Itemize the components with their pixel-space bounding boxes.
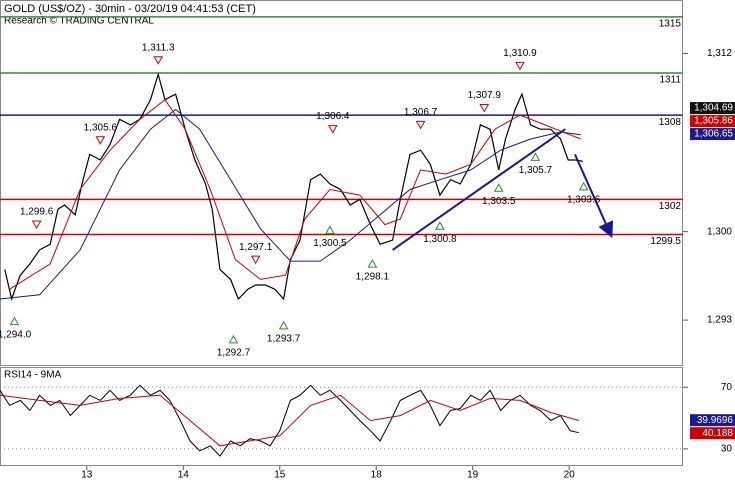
- low-marker: [325, 225, 335, 234]
- high-marker: [327, 125, 338, 134]
- last-value-box: [690, 414, 735, 427]
- high-label: 1,311.3: [142, 42, 175, 53]
- high-label: 1,297.1: [239, 242, 273, 253]
- x-tick-label: 19: [467, 470, 479, 480]
- high-label: 1,306.4: [316, 111, 350, 122]
- last-value-label: 40.188: [702, 428, 733, 439]
- low-label: 1,303.6: [567, 195, 601, 206]
- y-tick-label: 1,300: [707, 226, 732, 237]
- low-label: 1,292.7: [217, 348, 251, 359]
- high-label: 1,299.6: [20, 207, 54, 218]
- high-marker: [153, 56, 164, 65]
- series-line: [0, 108, 581, 300]
- low-label: 1,303.5: [482, 196, 516, 207]
- high-marker: [479, 104, 490, 113]
- low-marker: [435, 221, 445, 230]
- low-marker: [530, 152, 541, 161]
- high-label: 1,307.9: [468, 90, 502, 101]
- last-value-box: [690, 128, 735, 141]
- x-tick-label: 20: [564, 470, 576, 480]
- last-value-box: [690, 102, 735, 115]
- last-value-box: [690, 115, 735, 128]
- last-value-box: [690, 427, 735, 440]
- last-value-label: 1,306.65: [694, 129, 733, 140]
- last-value-label: 1,304.69: [694, 103, 733, 114]
- y-tick-label: 1,293: [707, 315, 732, 326]
- low-label: 1,305.7: [519, 165, 553, 176]
- trend-line: [574, 154, 614, 239]
- y-tick-label: 70: [721, 382, 733, 393]
- low-marker: [278, 320, 289, 330]
- level-label: 1311: [659, 75, 681, 86]
- series-line: [0, 384, 579, 457]
- level-label: 1299.5: [650, 236, 681, 247]
- level-label: 1302: [659, 201, 682, 212]
- last-value-label: 1,305.86: [694, 116, 733, 127]
- low-label: 1,293.7: [267, 334, 301, 345]
- high-marker: [515, 61, 525, 71]
- high-marker: [415, 120, 426, 130]
- low-marker: [228, 334, 239, 344]
- low-label: 1,298.1: [356, 272, 390, 283]
- low-marker: [367, 259, 378, 268]
- high-label: 1,305.6: [84, 122, 118, 133]
- low-marker: [9, 316, 20, 326]
- level-label: 1308: [659, 117, 682, 128]
- x-tick-label: 15: [274, 470, 286, 480]
- series-line: [4, 72, 583, 302]
- low-label: 1,300.5: [313, 238, 347, 249]
- series-line: [0, 394, 579, 447]
- x-tick-label: 14: [178, 470, 190, 480]
- x-tick-label: 18: [371, 470, 383, 480]
- low-marker: [493, 183, 504, 192]
- trend-line: [392, 128, 566, 251]
- chart-subtitle: Research © TRADING CENTRAL: [4, 16, 154, 27]
- chart-title: GOLD (US$/OZ) - 30min - 03/20/19 04:41:5…: [4, 3, 256, 15]
- low-label: 1,294.0: [0, 329, 32, 340]
- high-marker: [250, 255, 261, 265]
- y-tick-label: 30: [721, 444, 733, 455]
- last-value-label: 39.9696: [697, 415, 734, 426]
- high-marker: [31, 220, 42, 230]
- high-label: 1,306.7: [404, 107, 438, 118]
- x-tick-label: 13: [81, 470, 93, 480]
- low-marker: [578, 181, 589, 191]
- high-marker: [95, 136, 106, 145]
- rsi-title: RSI14 - 9MA: [4, 370, 62, 381]
- main-frame: [0, 0, 683, 366]
- low-label: 1,300.8: [423, 234, 457, 245]
- high-label: 1,310.9: [503, 48, 537, 59]
- rsi-frame: [0, 367, 683, 466]
- level-label: 1315: [659, 18, 682, 29]
- series-line: [9, 98, 581, 290]
- y-tick-label: 1,312: [707, 48, 732, 59]
